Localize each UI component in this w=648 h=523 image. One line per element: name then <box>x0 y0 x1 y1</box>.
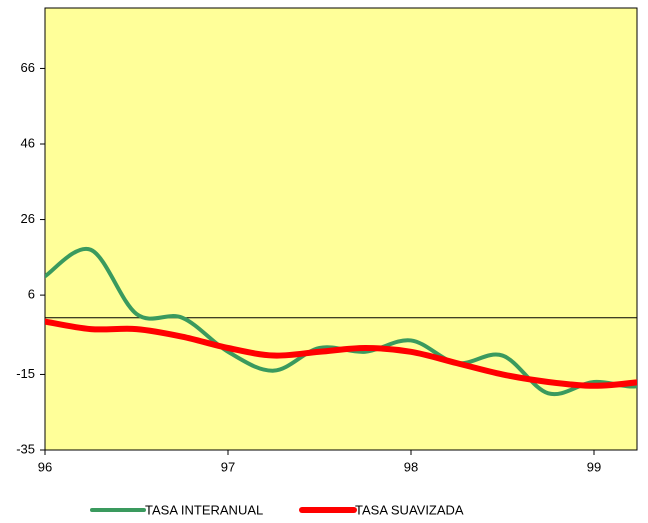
line-series <box>45 318 637 389</box>
y-tick-label: -15 <box>16 366 35 381</box>
x-tick-label: 97 <box>221 459 235 474</box>
y-tick-label: 66 <box>21 60 35 75</box>
x-tick-label: 99 <box>587 459 601 474</box>
y-tick-label: 26 <box>21 211 35 226</box>
y-tick-label: -35 <box>16 441 35 456</box>
legend-label: TASA INTERANUAL <box>145 502 263 517</box>
y-tick-label: 6 <box>28 287 35 302</box>
x-tick-label: 96 <box>38 459 52 474</box>
legend: TASA INTERANUAL TASA SUAVIZADA <box>90 502 464 517</box>
legend-label: TASA SUAVIZADA <box>355 502 464 517</box>
x-tick-label: 98 <box>404 459 418 474</box>
y-tick-label: 46 <box>21 135 35 150</box>
plot-area <box>44 7 638 451</box>
line-series <box>45 246 637 397</box>
